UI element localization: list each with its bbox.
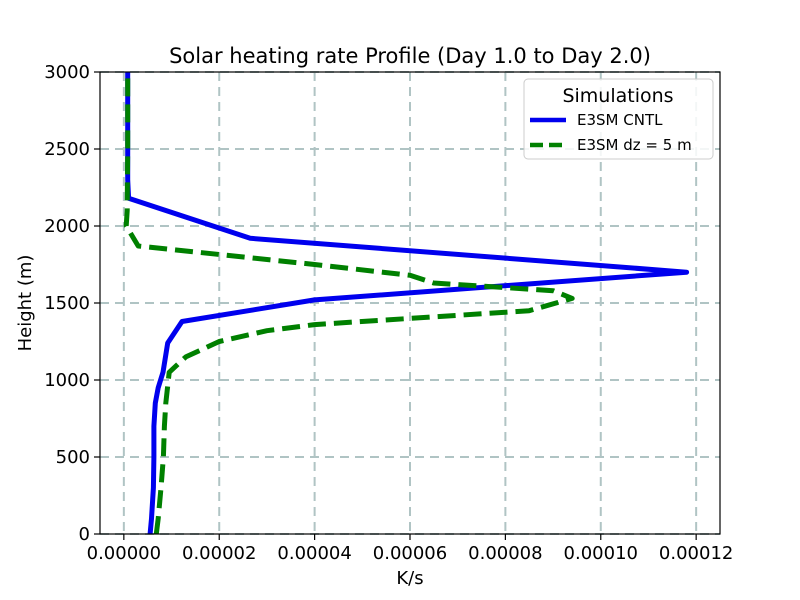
legend-title: Simulations <box>562 85 673 107</box>
x-axis: 0.00000 0.00002 0.00004 0.00006 0.00008 0.000… <box>87 534 733 564</box>
y-tick-label: 2500 <box>44 139 90 160</box>
x-tick-label: 0.00006 <box>373 543 447 564</box>
y-tick-label: 1000 <box>44 370 90 391</box>
x-tick-label: 0.00000 <box>87 543 161 564</box>
y-tick-label: 500 <box>56 447 90 468</box>
series-layer <box>123 72 690 535</box>
y-axis-label: Height (m) <box>15 255 36 352</box>
x-tick-label: 0.00004 <box>277 543 351 564</box>
y-tick-label: 2000 <box>44 216 90 237</box>
y-tick-label: 3000 <box>44 62 90 83</box>
legend-label-e3sm-cntl: E3SM CNTL <box>577 111 663 129</box>
x-tick-label: 0.00002 <box>182 543 256 564</box>
y-tick-label: 0 <box>79 524 90 545</box>
y-tick-label: 1500 <box>44 293 90 314</box>
x-tick-label: 0.00012 <box>659 543 733 564</box>
x-tick-label: 0.00008 <box>468 543 542 564</box>
series-line-e3sm-cntl <box>125 72 690 535</box>
series-line-e3sm-dz5 <box>123 72 575 535</box>
legend-label-e3sm-dz5: E3SM dz = 5 m <box>577 136 692 154</box>
legend-box <box>523 78 714 160</box>
legend: Simulations E3SM CNTL E3SM dz = 5 m <box>523 78 714 160</box>
x-tick-label: 0.00010 <box>564 543 638 564</box>
y-axis: 0 500 1000 1500 2000 2500 3000 <box>44 62 100 545</box>
chart-title: Solar heating rate Profile (Day 1.0 to D… <box>169 44 651 68</box>
x-axis-label: K/s <box>396 568 423 589</box>
